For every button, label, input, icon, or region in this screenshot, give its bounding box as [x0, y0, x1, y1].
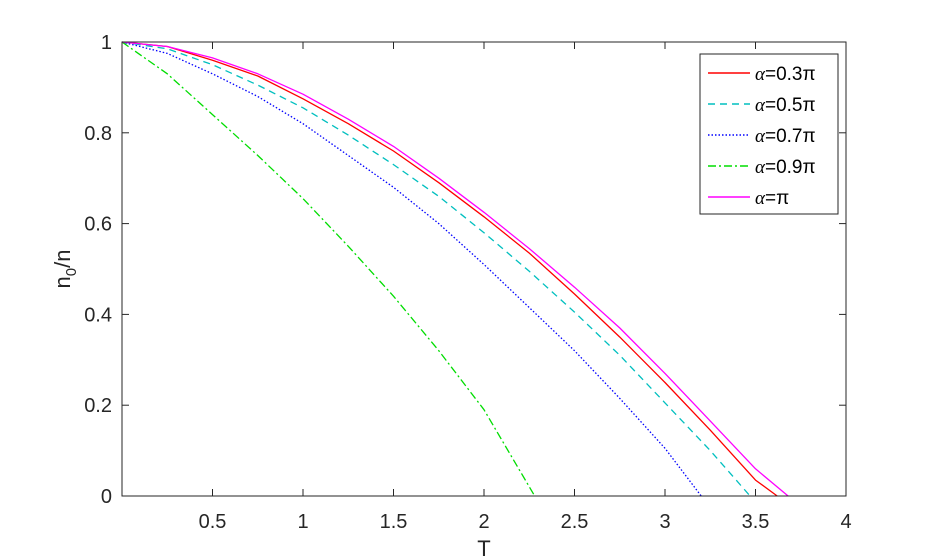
series-line-5: [121, 41, 789, 497]
y-tick-label: 0.6: [84, 214, 112, 236]
legend-alpha-value: =π: [765, 188, 789, 209]
y-tick-label: 1: [101, 32, 112, 54]
y-tick-label: 0.2: [84, 395, 112, 417]
x-tick-label: 2: [478, 511, 489, 533]
legend-alpha-symbol: α: [755, 95, 766, 116]
legend-alpha-value: =0.5π: [765, 95, 816, 116]
x-tick-label: 2.5: [561, 511, 589, 533]
x-tick-label: 4: [840, 511, 851, 533]
plot-frame: [121, 41, 847, 497]
y-axis-title: n0/n: [50, 250, 80, 289]
x-tick-label: 3: [659, 511, 670, 533]
y-tick-labels: 0 0.2 0.4 0.6 0.8 1: [84, 32, 112, 508]
x-axis-title: T: [477, 536, 490, 558]
legend-label-4: α=0.9π: [755, 157, 816, 178]
legend-items: α=0.3πα=0.5πα=0.7πα=0.9πα=π: [708, 64, 816, 209]
legend-alpha-symbol: α: [755, 157, 766, 178]
legend-alpha-symbol: α: [755, 126, 766, 147]
legend-label-3: α=0.7π: [755, 126, 816, 147]
x-tick-label: 1.5: [380, 511, 408, 533]
legend-label-2: α=0.5π: [755, 95, 816, 116]
series-line-3: [121, 41, 702, 497]
series-line-4: [121, 41, 536, 497]
legend-label-5: α=π: [755, 188, 789, 209]
x-tick-label: 1: [297, 511, 308, 533]
y-tick-label: 0.4: [84, 304, 112, 326]
y-axis-title-subscript: 0: [63, 268, 80, 276]
y-axis-title-tail: /n: [50, 250, 75, 268]
legend-alpha-value: =0.3π: [765, 64, 816, 85]
x-tick-labels: 0.5 1 1.5 2 2.5 3 3.5 4: [199, 511, 852, 533]
series-line-2: [121, 41, 751, 497]
legend-alpha-value: =0.9π: [765, 157, 816, 178]
y-tick-label: 0.8: [84, 123, 112, 145]
legend-box: [699, 53, 839, 215]
legend-alpha-symbol: α: [755, 188, 766, 209]
x-tick-label: 0.5: [199, 511, 227, 533]
y-tick-label: 0: [101, 486, 112, 508]
legend: α=0.3πα=0.5πα=0.7πα=0.9πα=π: [699, 53, 839, 215]
series-layer: [121, 41, 789, 497]
legend-label-1: α=0.3π: [755, 64, 816, 85]
x-tick-label: 3.5: [742, 511, 770, 533]
y-axis-title-main: n: [50, 276, 75, 288]
legend-alpha-value: =0.7π: [765, 126, 816, 147]
legend-alpha-symbol: α: [755, 64, 766, 85]
series-line-1: [121, 41, 778, 497]
